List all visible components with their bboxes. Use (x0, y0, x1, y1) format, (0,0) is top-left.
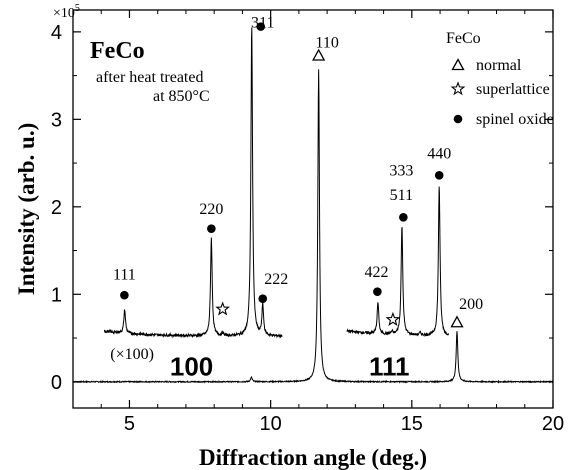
y-tick-label: 4 (51, 22, 62, 44)
spinel-oxide-marker (256, 22, 266, 31)
normal-marker (312, 48, 326, 61)
legend-label-star: superlattice (476, 81, 550, 98)
peak-label: 511 (390, 187, 413, 204)
legend-triangle-marker (451, 58, 465, 71)
spinel-oxide-marker (373, 287, 382, 296)
plot-frame (72, 9, 554, 409)
peak-label: 333 (389, 162, 413, 179)
x-tick-label: 20 (542, 413, 564, 435)
x-tick-label: 5 (124, 413, 135, 435)
x-tick-label: 15 (401, 413, 423, 435)
y-exponent-label: ×105 (53, 3, 80, 21)
scale-note: (×100) (110, 346, 154, 363)
y-axis-label: Intensity (arb. u.) (14, 123, 39, 296)
peak-label: 422 (365, 264, 389, 281)
peak-label: 220 (199, 201, 223, 218)
peak-label: 111 (113, 266, 136, 283)
xrd-series-trace (103, 27, 283, 339)
peak-label: 440 (427, 146, 451, 163)
legend-dot-marker (453, 114, 463, 124)
xrd-series-trace (72, 69, 554, 384)
y-tick-label: 3 (51, 109, 62, 131)
legend-label-triangle: normal (476, 57, 522, 74)
spinel-oxide-marker (207, 224, 216, 233)
chart-title: FeCo (90, 38, 145, 64)
spinel-oxide-marker (399, 213, 408, 222)
legend-label-dot: spinel oxide (476, 111, 554, 128)
subtitle-line-2: at 850°C (153, 88, 210, 105)
direction-label: 111 (369, 352, 410, 382)
peak-label: 110 (315, 35, 338, 52)
legend-title: FeCo (446, 30, 481, 47)
direction-label: 100 (170, 352, 213, 382)
y-tick-label: 1 (51, 284, 62, 306)
spinel-oxide-marker (258, 294, 268, 303)
legend-star-marker (450, 81, 466, 96)
spinel-oxide-marker (434, 171, 444, 180)
x-tick-label: 10 (260, 413, 282, 435)
spinel-oxide-marker (120, 290, 129, 300)
superlattice-marker (385, 311, 401, 326)
superlattice-marker (215, 301, 231, 316)
xrd-series-trace (346, 186, 450, 338)
peak-label: 200 (459, 296, 483, 313)
y-tick-label: 0 (51, 372, 62, 394)
peak-label: 222 (264, 271, 288, 288)
x-axis-label: Diffraction angle (deg.) (199, 445, 427, 470)
normal-marker (450, 315, 464, 328)
subtitle-line-1: after heat treated (96, 69, 203, 86)
y-tick-label: 2 (51, 197, 62, 219)
